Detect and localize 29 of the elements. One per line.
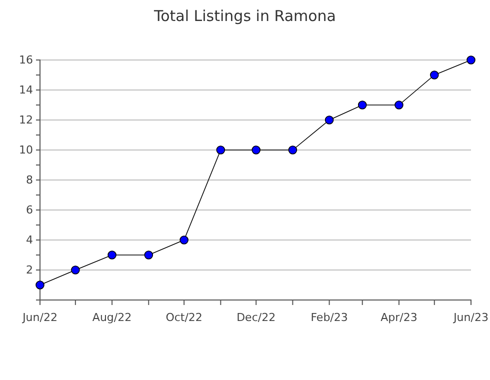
point [430,70,439,80]
y-tick-label: 6 [26,204,33,217]
x-tick-label: Apr/23 [380,311,418,324]
point [36,280,44,290]
chart-title: Total Listings in Ramona [152,7,336,25]
y-tick-label: 4 [26,234,33,247]
point [466,56,476,64]
x-tick-label: Jun/22 [22,311,58,324]
point [144,250,154,260]
x-tick-label: Oct/22 [166,311,202,324]
point [180,236,188,244]
y-tick-label: 10 [19,144,33,157]
y-tick-label: 14 [19,84,33,97]
point [252,146,260,154]
x-tick-label: Feb/23 [310,311,348,324]
x-tick-label: Jun/23 [452,311,488,324]
point [394,100,404,110]
point [108,250,116,260]
x-tick-label: Aug/22 [92,311,132,324]
x-tick-label: Dec/22 [236,311,276,324]
point [71,266,80,274]
y-tick-label: 16 [19,54,33,67]
point [358,100,367,110]
point [324,116,334,124]
point [288,146,298,154]
y-tick-label: 2 [26,264,33,277]
y-tick-label: 12 [19,114,33,127]
point [216,146,226,154]
y-tick-label: 8 [26,174,33,187]
